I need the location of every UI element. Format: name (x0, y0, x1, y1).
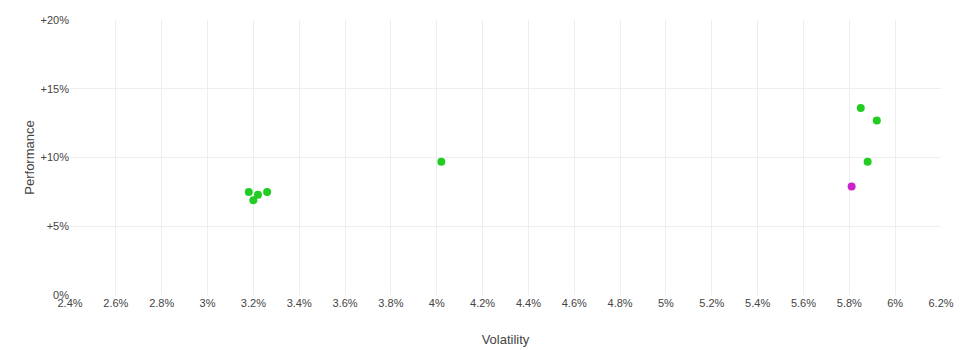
svg-text:2.8%: 2.8% (149, 297, 174, 309)
svg-text:0%: 0% (53, 289, 69, 301)
svg-text:4.8%: 4.8% (608, 297, 633, 309)
svg-text:5.6%: 5.6% (791, 297, 816, 309)
svg-text:+5%: +5% (47, 220, 70, 232)
svg-text:5.4%: 5.4% (745, 297, 770, 309)
svg-text:6%: 6% (887, 297, 903, 309)
svg-text:4.6%: 4.6% (562, 297, 587, 309)
svg-text:+15%: +15% (41, 83, 70, 95)
svg-text:5.2%: 5.2% (699, 297, 724, 309)
svg-text:2.6%: 2.6% (103, 297, 128, 309)
svg-text:6.2%: 6.2% (928, 297, 953, 309)
svg-text:+10%: +10% (41, 151, 70, 163)
svg-text:4%: 4% (429, 297, 445, 309)
svg-text:Performance: Performance (22, 120, 37, 194)
svg-text:3.8%: 3.8% (378, 297, 403, 309)
svg-text:3.4%: 3.4% (287, 297, 312, 309)
svg-text:3%: 3% (200, 297, 216, 309)
svg-text:4.4%: 4.4% (516, 297, 541, 309)
svg-text:Volatility: Volatility (482, 332, 530, 347)
svg-text:5%: 5% (658, 297, 674, 309)
svg-text:2.4%: 2.4% (57, 297, 82, 309)
svg-text:4.2%: 4.2% (470, 297, 495, 309)
svg-text:5.8%: 5.8% (837, 297, 862, 309)
svg-text:+20%: +20% (41, 14, 70, 26)
svg-text:3.6%: 3.6% (333, 297, 358, 309)
svg-text:3.2%: 3.2% (241, 297, 266, 309)
